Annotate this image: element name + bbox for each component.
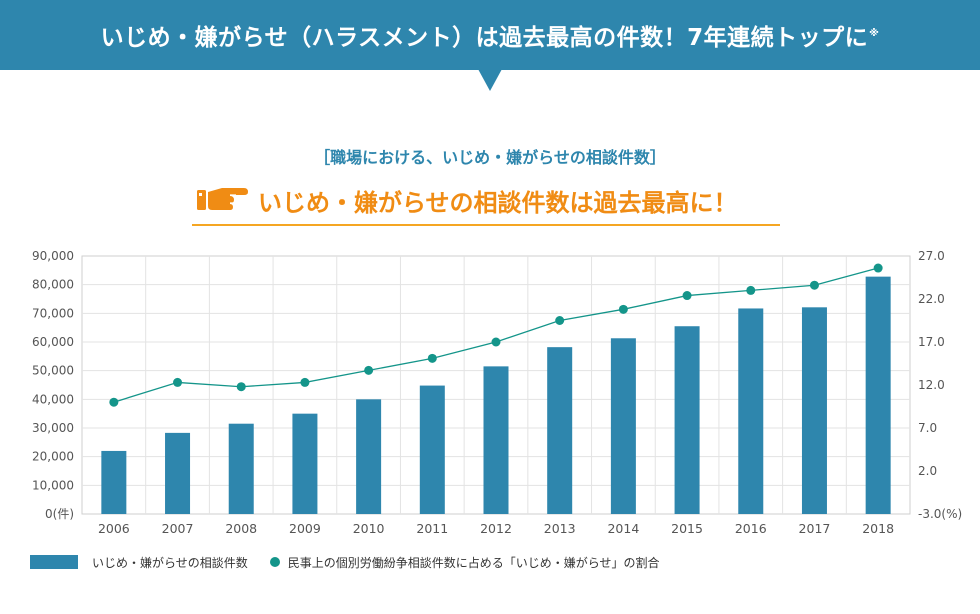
y-left-tick-label: 30,000 bbox=[32, 421, 74, 435]
y-left-tick-label: 70,000 bbox=[32, 306, 74, 320]
x-tick-label: 2012 bbox=[480, 521, 512, 536]
x-tick-label: 2008 bbox=[225, 521, 257, 536]
bar bbox=[674, 326, 700, 514]
legend: いじめ・嫌がらせの相談件数 民事上の個別労働紛争相談件数に占める「いじめ・嫌がら… bbox=[30, 552, 660, 572]
y-left-tick-label: 10,000 bbox=[32, 478, 74, 492]
y-right-tick-label: 22.0 bbox=[918, 292, 945, 306]
headline: いじめ・嫌がらせの相談件数は過去最高に！ bbox=[258, 189, 738, 217]
y-left-tick-label: 0(件) bbox=[45, 507, 74, 521]
x-tick-label: 2016 bbox=[735, 521, 767, 536]
ratio-point bbox=[746, 285, 756, 295]
legend-dot-swatch bbox=[269, 557, 280, 567]
x-tick-label: 2010 bbox=[353, 521, 385, 536]
banner-pointer-arrow bbox=[478, 69, 502, 91]
ratio-point bbox=[491, 337, 501, 347]
y-right-tick-label: 27.0 bbox=[918, 249, 945, 263]
y-right-tick-label: 12.0 bbox=[918, 378, 945, 392]
ratio-point bbox=[173, 377, 183, 387]
ratio-point bbox=[236, 382, 246, 392]
headline-block: いじめ・嫌がらせの相談件数は過去最高に！ bbox=[192, 176, 780, 226]
ratio-point bbox=[809, 280, 819, 290]
x-tick-label: 2011 bbox=[416, 521, 448, 536]
y-left-tick-label: 80,000 bbox=[32, 278, 74, 292]
legend-label-line: 民事上の個別労働紛争相談件数に占める「いじめ・嫌がらせ」の割合 bbox=[287, 555, 660, 570]
y-right-tick-label: 17.0 bbox=[918, 335, 945, 349]
chart: 0(件) 10,000 20,000 30,000 40,000 50,000 60,000… bbox=[32, 249, 962, 536]
ratio-point bbox=[109, 397, 119, 407]
legend-bar-swatch bbox=[30, 555, 78, 569]
header-banner: いじめ・嫌がらせ（ハラスメント）は過去最高の件数！7年連続トップに※ bbox=[0, 0, 980, 70]
ratio-point bbox=[364, 365, 374, 375]
ratio-point bbox=[555, 316, 565, 325]
y-left-tick-label: 90,000 bbox=[32, 249, 74, 263]
x-tick-label: 2018 bbox=[862, 521, 894, 536]
y-left-tick-label: 60,000 bbox=[32, 335, 74, 349]
bar bbox=[292, 413, 318, 514]
y-left-tick-label: 50,000 bbox=[32, 364, 74, 378]
pointing-hand-icon bbox=[197, 188, 248, 210]
bar bbox=[228, 423, 254, 514]
x-tick-label: 2017 bbox=[799, 521, 831, 536]
x-tick-label: 2006 bbox=[98, 521, 130, 536]
chart-subtitle: ［職場における、いじめ・嫌がらせの相談件数］ bbox=[314, 148, 666, 167]
bar bbox=[738, 308, 764, 514]
bar bbox=[865, 276, 891, 514]
x-tick-label: 2015 bbox=[671, 521, 703, 536]
ratio-point bbox=[300, 377, 310, 387]
legend-label-bar: いじめ・嫌がらせの相談件数 bbox=[92, 555, 248, 570]
bar bbox=[356, 399, 382, 514]
bar bbox=[419, 385, 445, 514]
x-tick-label: 2013 bbox=[544, 521, 576, 536]
y-left-tick-label: 20,000 bbox=[32, 450, 74, 464]
y-right-tick-label: -3.0(%) bbox=[918, 507, 962, 521]
x-tick-label: 2007 bbox=[162, 521, 194, 536]
y-left-tick-label: 40,000 bbox=[32, 392, 74, 406]
ratio-point bbox=[682, 291, 692, 301]
note-mark: ※ bbox=[869, 28, 880, 40]
bar bbox=[165, 432, 191, 514]
x-tick-label: 2009 bbox=[289, 521, 321, 536]
y-right-tick-label: 2.0 bbox=[918, 464, 937, 478]
bar bbox=[547, 347, 573, 514]
y-right-tick-label: 7.0 bbox=[918, 421, 937, 435]
ratio-point bbox=[618, 304, 628, 314]
ratio-point bbox=[427, 353, 437, 363]
bar bbox=[801, 307, 827, 514]
bar bbox=[610, 338, 636, 514]
banner-title: いじめ・嫌がらせ（ハラスメント）は過去最高の件数！7年連続トップに※ bbox=[100, 25, 880, 51]
ratio-point bbox=[873, 263, 883, 273]
bar bbox=[101, 450, 127, 514]
bar bbox=[483, 366, 509, 514]
x-tick-label: 2014 bbox=[607, 521, 639, 536]
